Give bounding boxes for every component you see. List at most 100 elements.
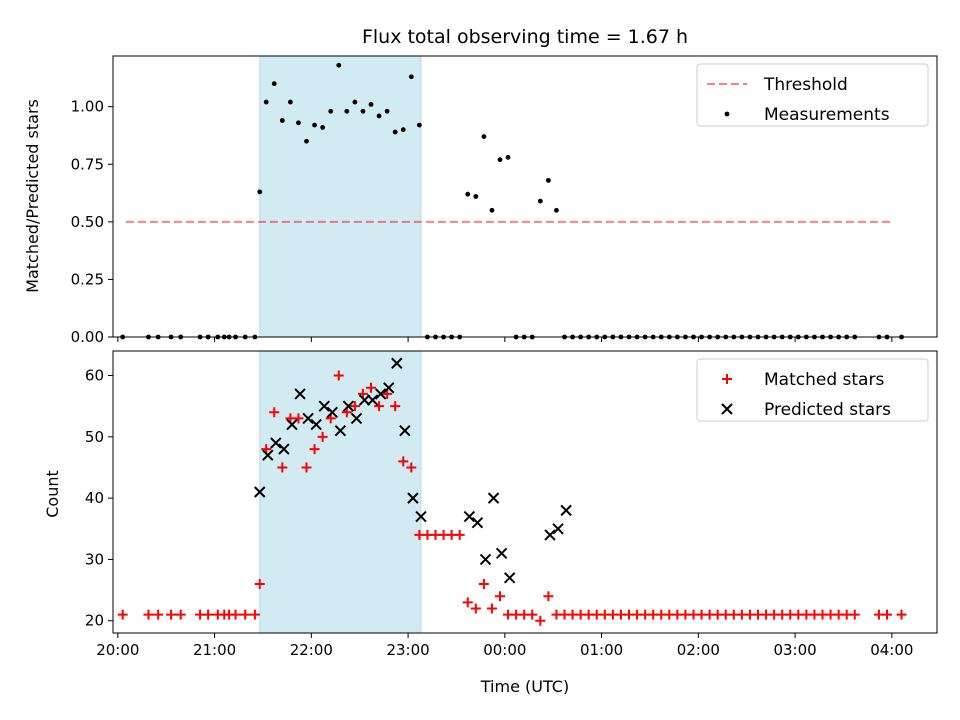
- data-point: [257, 189, 263, 195]
- legend-box: [696, 358, 929, 422]
- data-point: [270, 437, 282, 449]
- y-tick-label: 50: [85, 428, 104, 446]
- data-point: [249, 609, 260, 620]
- legend-marker: [724, 111, 730, 117]
- data-point: [415, 510, 427, 523]
- y-tick-label: 0.50: [71, 213, 104, 231]
- data-point: [465, 191, 471, 197]
- data-point: [153, 609, 164, 620]
- data-point: [328, 108, 334, 114]
- data-point: [302, 412, 314, 425]
- data-point: [376, 113, 382, 119]
- y-tick-label: 0.75: [71, 155, 104, 173]
- data-point: [296, 120, 301, 126]
- y-tick-label: 0.25: [71, 270, 104, 288]
- data-point: [535, 615, 546, 626]
- data-point: [279, 118, 285, 123]
- data-point: [503, 572, 516, 584]
- y-tick-label: 60: [85, 367, 104, 385]
- data-point: [318, 400, 330, 412]
- data-point: [462, 597, 473, 608]
- y-tick-label: 1.00: [71, 98, 104, 116]
- y-tick-label: 20: [85, 612, 104, 630]
- legend-label: Measurements: [764, 105, 890, 125]
- data-point: [537, 198, 543, 204]
- x-tick-label: 00:00: [483, 641, 526, 659]
- data-point: [527, 609, 538, 620]
- x-tick-label: 02:00: [677, 641, 720, 659]
- data-point: [304, 138, 309, 144]
- data-point: [320, 125, 326, 130]
- data-point: [552, 523, 564, 535]
- data-point: [366, 382, 377, 393]
- legend-label: Threshold: [763, 75, 848, 95]
- data-point: [495, 547, 508, 560]
- data-point: [277, 462, 288, 473]
- data-point: [384, 108, 390, 114]
- legend-label: Matched stars: [764, 370, 884, 390]
- legend: Threshold Measurements: [696, 63, 929, 127]
- data-point: [310, 418, 322, 431]
- data-point: [390, 401, 401, 412]
- data-point: [495, 591, 506, 602]
- data-point: [383, 382, 395, 394]
- data-point: [230, 609, 241, 620]
- data-point: [143, 609, 154, 620]
- data-point: [400, 127, 406, 133]
- data-point: [398, 456, 409, 467]
- data-point: [366, 394, 379, 406]
- data-point: [554, 207, 559, 213]
- data-point: [254, 486, 266, 498]
- data-point: [342, 400, 355, 412]
- data-point: [326, 406, 339, 419]
- data-point: [271, 81, 277, 87]
- x-tick-label: 23:00: [386, 641, 429, 659]
- data-point: [269, 407, 280, 418]
- data-point: [374, 401, 385, 412]
- data-point: [278, 443, 290, 455]
- data-point: [350, 412, 363, 425]
- data-point: [406, 462, 417, 473]
- data-point: [489, 207, 495, 213]
- data-point: [309, 444, 320, 455]
- data-point: [360, 108, 366, 114]
- data-point: [374, 388, 387, 400]
- x-tick-label: 01:00: [580, 641, 623, 659]
- y-tick-label: 30: [85, 550, 104, 568]
- data-point: [317, 431, 328, 442]
- data-point: [391, 357, 403, 369]
- y-tick-label: 0.00: [71, 328, 104, 346]
- data-point: [849, 609, 860, 620]
- data-point: [333, 370, 344, 381]
- data-point: [560, 504, 572, 517]
- data-point: [368, 101, 374, 107]
- data-point: [896, 609, 907, 620]
- data-point: [312, 122, 317, 128]
- data-point: [293, 413, 304, 424]
- data-point: [545, 177, 551, 183]
- data-point: [481, 134, 487, 140]
- data-point: [392, 129, 398, 135]
- data-point: [240, 609, 251, 620]
- data-point: [263, 99, 269, 105]
- x-tick-label: 21:00: [193, 641, 236, 659]
- x-tick-label: 22:00: [290, 641, 333, 659]
- data-point: [454, 529, 465, 540]
- legend-label: Predicted stars: [764, 400, 891, 420]
- data-point: [473, 194, 479, 199]
- data-point: [287, 99, 293, 105]
- shaded-observing-window: [259, 55, 422, 338]
- x-tick-label: 03:00: [773, 641, 816, 659]
- data-point: [117, 609, 128, 620]
- data-point: [399, 424, 411, 437]
- legend: Matched stars Predicted stars: [696, 358, 929, 422]
- data-point: [486, 603, 497, 614]
- data-point: [416, 122, 422, 128]
- bottom-panel: 20 30 40 50 60 20:00 21:00 22:00 23:00 00:00 01:00…: [85, 350, 938, 659]
- data-point: [262, 449, 274, 461]
- top-panel: 0.00 0.25 0.50 0.75 1.00 Threshold Measurement…: [71, 55, 938, 346]
- x-axis-label: Time (UTC): [480, 677, 569, 696]
- legend-marker: [722, 374, 732, 384]
- data-point: [544, 529, 556, 541]
